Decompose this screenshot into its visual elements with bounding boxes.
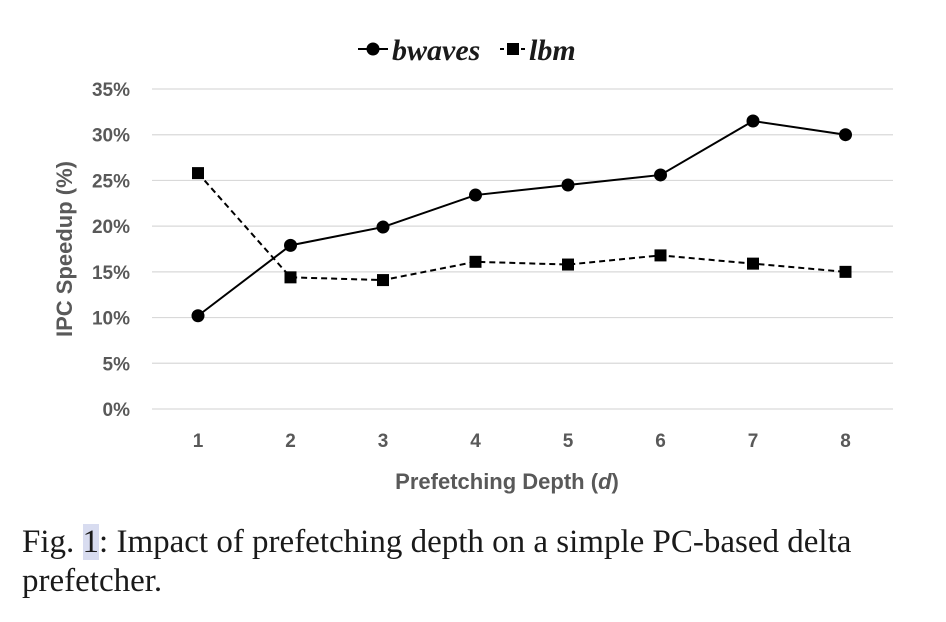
legend: bwaves lbm (358, 34, 576, 67)
x-tick-label: 6 (655, 431, 666, 452)
y-tick-label: 35% (92, 80, 130, 101)
point-bwaves (191, 309, 205, 323)
x-tick-label: 8 (840, 431, 851, 452)
point-lbm (192, 167, 204, 180)
point-lbm (469, 255, 482, 268)
x-axis-title: Prefetching Depth (d) (395, 469, 619, 494)
point-lbm (377, 274, 389, 287)
y-axis-title: IPC Speedup (%) (52, 161, 77, 337)
y-tick-label: 30% (92, 126, 130, 147)
y-axis-ticks: 0% 5% 10% 15% 20% 25% 30% 35% (92, 80, 130, 421)
legend-label-bwaves: bwaves (392, 34, 480, 67)
series-markers (191, 114, 852, 323)
point-bwaves (376, 220, 390, 234)
point-bwaves (746, 114, 760, 128)
point-lbm (747, 257, 759, 270)
y-tick-label: 20% (92, 217, 130, 238)
point-lbm (284, 271, 297, 284)
y-tick-label: 0% (103, 400, 131, 421)
legend-item-bwaves: bwaves (358, 34, 480, 67)
y-tick-label: 10% (92, 309, 130, 330)
point-bwaves (469, 188, 482, 202)
legend-item-lbm: lbm (500, 34, 576, 67)
x-tick-label: 3 (378, 431, 389, 452)
point-bwaves (284, 238, 297, 252)
point-lbm (839, 265, 852, 278)
x-tick-label: 4 (470, 431, 481, 452)
series-line-bwaves (197, 119, 846, 317)
x-tick-label: 5 (563, 431, 574, 452)
x-tick-label: 1 (193, 431, 204, 452)
y-tick-label: 25% (92, 171, 130, 192)
x-axis-ticks: 1 2 3 4 5 6 7 8 (193, 431, 851, 452)
point-lbm (654, 249, 667, 262)
series-line-lbm (197, 172, 846, 282)
point-bwaves (561, 178, 575, 192)
point-lbm (562, 258, 574, 271)
point-bwaves (839, 128, 852, 142)
y-tick-label: 5% (103, 354, 131, 375)
series-lines (197, 119, 846, 317)
x-tick-label: 2 (285, 431, 296, 452)
figure-caption: Fig. 1: Impact of prefetching depth on a… (22, 524, 852, 599)
line-chart: 0% 5% 10% 15% 20% 25% 30% 35% 1 2 3 4 5 6 7 8 bwaves l… (52, 34, 893, 494)
figure-number: 1 (82, 524, 100, 560)
x-tick-label: 7 (748, 431, 759, 452)
legend-label-lbm: lbm (529, 34, 576, 67)
point-bwaves (654, 168, 667, 182)
y-tick-label: 15% (92, 263, 130, 284)
gridlines (152, 88, 893, 410)
